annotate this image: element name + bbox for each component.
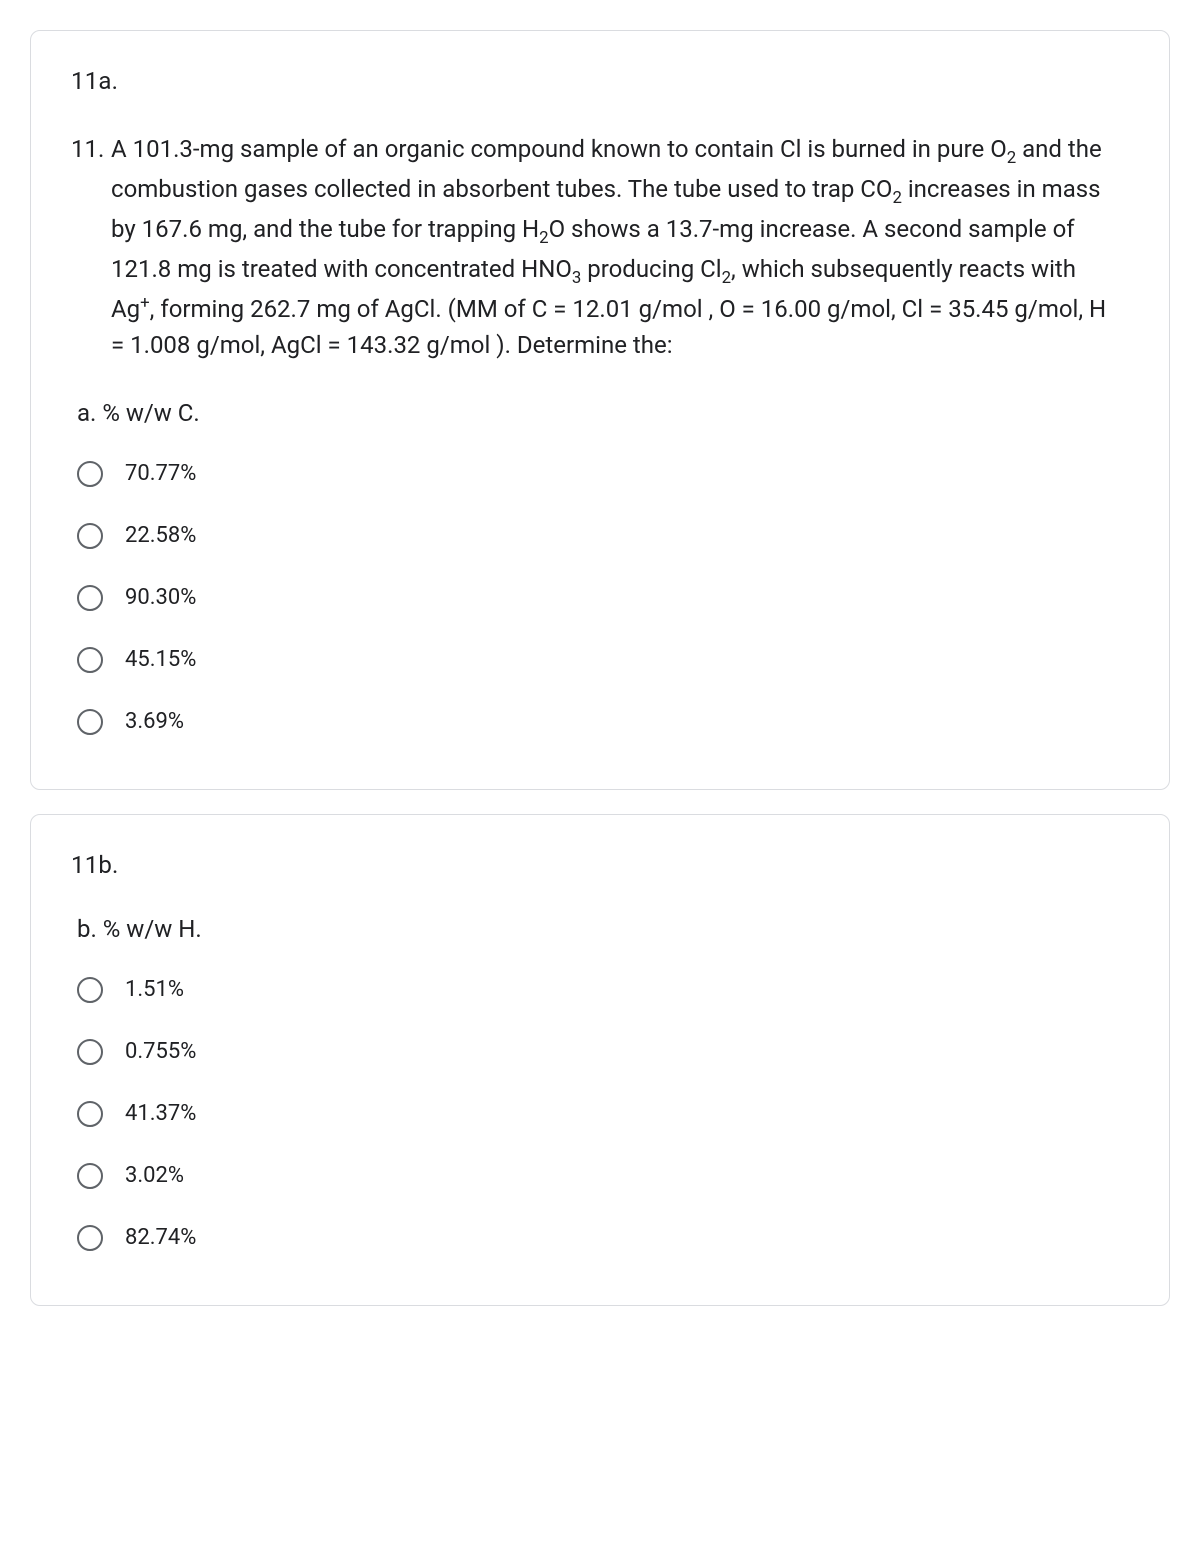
question-body: 11.A 101.3-mg sample of an organic compo… — [111, 131, 1129, 363]
option-row[interactable]: 90.30% — [71, 567, 1129, 629]
radio-icon[interactable] — [77, 709, 103, 735]
radio-icon[interactable] — [77, 585, 103, 611]
radio-icon[interactable] — [77, 1225, 103, 1251]
radio-icon[interactable] — [77, 977, 103, 1003]
options-list: 1.51% 0.755% 41.37% 3.02% 82.74% — [71, 959, 1129, 1269]
option-row[interactable]: 70.77% — [71, 443, 1129, 505]
option-label: 41.37% — [125, 1101, 196, 1126]
question-number: 11. — [71, 131, 111, 167]
radio-icon[interactable] — [77, 523, 103, 549]
question-header: 11a. — [71, 67, 1129, 95]
option-label: 0.755% — [125, 1039, 196, 1064]
option-row[interactable]: 1.51% — [71, 959, 1129, 1021]
option-row[interactable]: 41.37% — [71, 1083, 1129, 1145]
option-label: 3.02% — [125, 1163, 184, 1188]
option-label: 45.15% — [125, 647, 196, 672]
option-row[interactable]: 45.15% — [71, 629, 1129, 691]
option-label: 3.69% — [125, 709, 184, 734]
options-list: 70.77% 22.58% 90.30% 45.15% 3.69% — [71, 443, 1129, 753]
option-row[interactable]: 3.02% — [71, 1145, 1129, 1207]
question-card-11b: 11b. b. % w/w H. 1.51% 0.755% 41.37% 3.0… — [30, 814, 1170, 1306]
option-row[interactable]: 82.74% — [71, 1207, 1129, 1269]
option-label: 82.74% — [125, 1225, 196, 1250]
option-label: 1.51% — [125, 977, 184, 1002]
option-label: 90.30% — [125, 585, 196, 610]
sub-question-label: b. % w/w H. — [77, 915, 1129, 943]
radio-icon[interactable] — [77, 647, 103, 673]
question-header: 11b. — [71, 851, 1129, 879]
question-card-11a: 11a. 11.A 101.3-mg sample of an organic … — [30, 30, 1170, 790]
option-row[interactable]: 22.58% — [71, 505, 1129, 567]
radio-icon[interactable] — [77, 1039, 103, 1065]
question-text: A 101.3-mg sample of an organic compound… — [111, 135, 1106, 359]
sub-question-label: a. % w/w C. — [77, 399, 1129, 427]
option-label: 22.58% — [125, 523, 196, 548]
radio-icon[interactable] — [77, 461, 103, 487]
radio-icon[interactable] — [77, 1163, 103, 1189]
option-label: 70.77% — [125, 461, 196, 486]
option-row[interactable]: 0.755% — [71, 1021, 1129, 1083]
radio-icon[interactable] — [77, 1101, 103, 1127]
option-row[interactable]: 3.69% — [71, 691, 1129, 753]
